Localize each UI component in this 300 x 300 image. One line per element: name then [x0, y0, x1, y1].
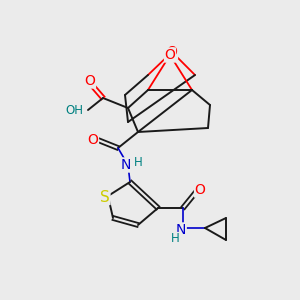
Text: H: H [171, 232, 179, 245]
Text: S: S [100, 190, 110, 205]
Text: O: O [165, 48, 176, 62]
Text: O: O [195, 183, 206, 197]
Text: O: O [167, 45, 177, 59]
Text: N: N [121, 158, 131, 172]
Text: O: O [88, 133, 98, 147]
Text: N: N [176, 223, 186, 237]
Text: O: O [85, 74, 95, 88]
Text: H: H [134, 155, 142, 169]
Text: OH: OH [65, 104, 83, 118]
